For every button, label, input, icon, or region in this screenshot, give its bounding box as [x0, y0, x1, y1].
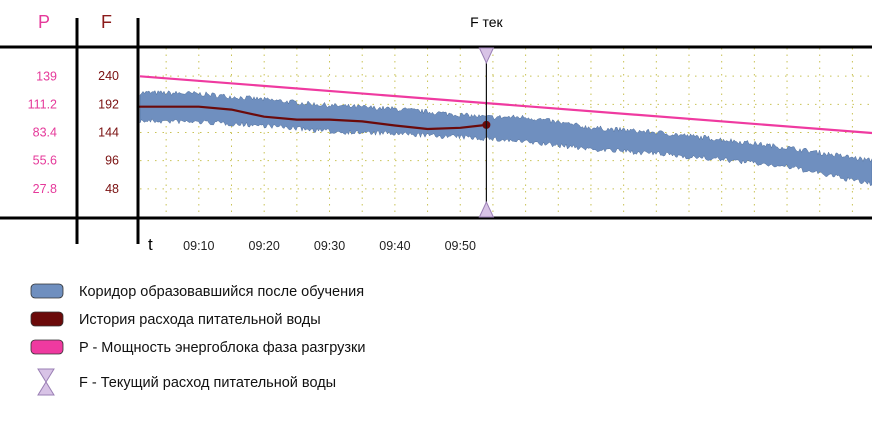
p-tick-label-4: 27.8	[33, 182, 57, 196]
legend-swatch-1	[30, 311, 64, 327]
legend-swatch-3-bottom	[37, 381, 55, 396]
legend-swatch-3-top	[37, 368, 55, 383]
history-line	[138, 105, 488, 131]
p-tick-label-0: 139	[36, 69, 57, 83]
power-line	[139, 75, 872, 135]
f-axis-ticks: 240 192 144 96 48	[98, 69, 119, 196]
f-tick-label-1: 192	[98, 97, 119, 111]
legend-label-0: Коридор образовавшийся после обучения	[79, 284, 364, 300]
x-tick-label-2: 09:30	[314, 239, 345, 253]
f-axis-title: F	[101, 12, 112, 32]
x-tick-label-3: 09:40	[379, 239, 410, 253]
x-tick-label-4: 09:50	[445, 239, 476, 253]
f-tick-label-4: 48	[105, 182, 119, 196]
cursor-top-marker	[478, 47, 495, 65]
p-tick-label-1: 111.2	[28, 97, 57, 111]
legend-label-1: История расхода питательной воды	[79, 312, 321, 328]
f-tick-label-0: 240	[98, 69, 119, 83]
legend-swatch-2	[30, 339, 64, 355]
f-tick-label-3: 96	[105, 154, 119, 168]
x-axis-ticks: 09:10 09:20 09:30 09:40 09:50	[183, 239, 476, 253]
axes-frame	[0, 18, 872, 244]
corridor-band	[139, 90, 872, 187]
p-axis-ticks: 139 111.2 83.4 55.6 27.8	[28, 69, 57, 196]
series-power	[139, 75, 872, 135]
p-axis-title: P	[38, 12, 50, 32]
legend-swatch-0	[30, 283, 64, 299]
cursor-label: F тек	[470, 14, 503, 30]
legend-label-2: P - Мощность энергоблока фаза разгрузки	[79, 340, 365, 356]
series-corridor	[139, 90, 872, 187]
p-tick-label-3: 55.6	[33, 154, 57, 168]
cursor-bottom-marker	[478, 200, 495, 218]
legend-label-3: F - Текущий расход питательной воды	[79, 375, 336, 391]
x-tick-label-0: 09:10	[183, 239, 214, 253]
x-tick-label-1: 09:20	[249, 239, 280, 253]
current-cursor[interactable]	[478, 47, 495, 218]
f-tick-label-2: 144	[98, 126, 119, 140]
legend: Коридор образовавшийся после обучения Ист…	[30, 283, 365, 396]
x-axis-title: t	[148, 235, 153, 254]
p-tick-label-2: 83.4	[33, 126, 57, 140]
